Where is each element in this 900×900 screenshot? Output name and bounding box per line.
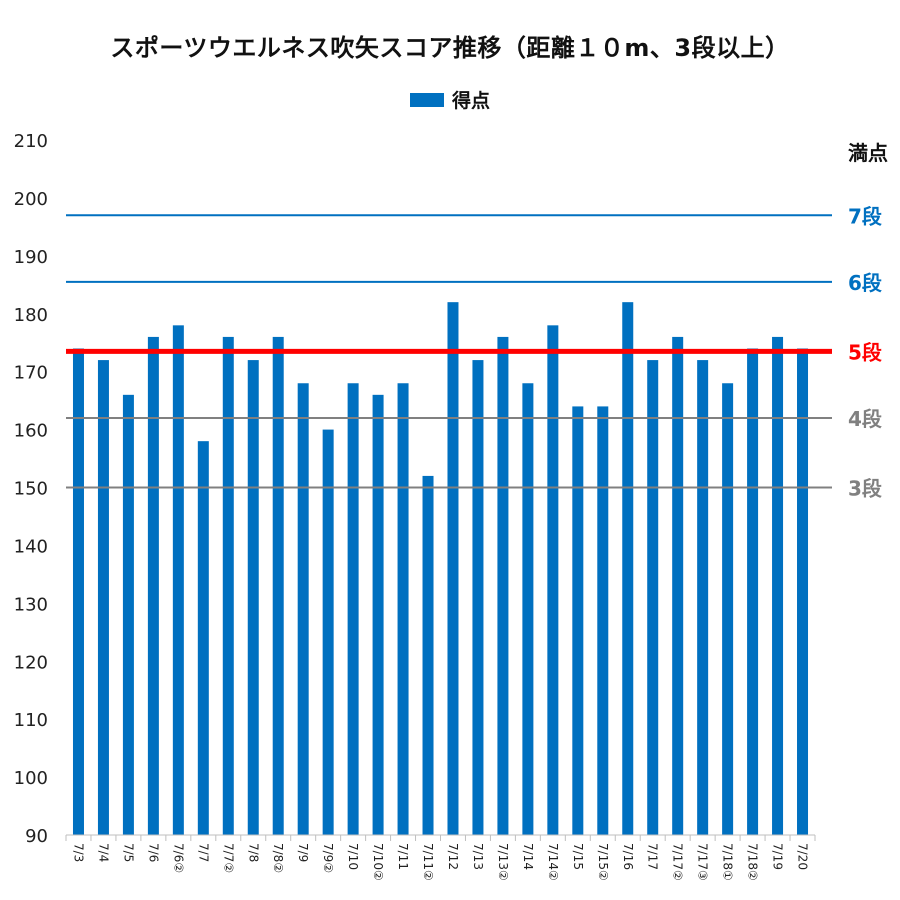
bar (697, 360, 708, 835)
reference-label: 3段 (848, 477, 882, 501)
y-tick-label: 150 (14, 479, 48, 500)
x-tick-label: 7/8② (271, 843, 285, 873)
bar (348, 383, 359, 835)
bar (522, 383, 533, 835)
bar-chart: 90 100 110 120 130 140 150 160 170 180 190 200 210 7/… (0, 0, 900, 900)
bar (497, 337, 508, 835)
y-tick-label: 190 (14, 247, 48, 268)
bar (98, 360, 109, 835)
x-tick-label: 7/18① (721, 843, 735, 881)
x-tick-label: 7/6 (146, 843, 160, 862)
bar (148, 337, 159, 835)
y-tick-label: 160 (14, 421, 48, 442)
bar (173, 325, 184, 835)
x-tick-label: 7/9② (321, 843, 335, 873)
y-tick-label: 200 (14, 189, 48, 210)
bar (547, 325, 558, 835)
bar (647, 360, 658, 835)
x-tick-label: 7/17 (646, 843, 660, 870)
x-tick-label: 7/17③ (696, 843, 710, 881)
x-tick-label: 7/19 (771, 843, 785, 870)
bar (772, 337, 783, 835)
bar (797, 349, 808, 836)
bar (597, 406, 608, 835)
reference-label: 5段 (848, 340, 882, 364)
y-tick-label: 100 (14, 768, 48, 789)
y-tick-label: 140 (14, 536, 48, 557)
y-tick-label: 180 (14, 305, 48, 326)
y-tick-label: 110 (14, 710, 48, 731)
x-tick-label: 7/17② (671, 843, 685, 881)
reference-label: 満点 (848, 141, 888, 165)
bar (198, 441, 209, 835)
bar (398, 383, 409, 835)
x-tick-label: 7/9 (296, 843, 310, 862)
x-tick-label: 7/12 (446, 843, 460, 870)
x-tick-label: 7/18② (746, 843, 760, 881)
x-tick-label: 7/15 (571, 843, 585, 870)
bar (73, 349, 84, 836)
x-tick-label: 7/4 (96, 843, 110, 862)
x-tick-label: 7/7 (196, 843, 210, 862)
bar (722, 383, 733, 835)
bar (447, 302, 458, 835)
y-tick-label: 130 (14, 594, 48, 615)
x-tick-label: 7/7② (221, 843, 235, 873)
bar (747, 349, 758, 836)
bar (373, 395, 384, 835)
bar (248, 360, 259, 835)
bar (472, 360, 483, 835)
bar (123, 395, 134, 835)
reference-label: 7段 (848, 204, 882, 228)
x-tick-label: 7/14 (521, 843, 535, 870)
x-tick-label: 7/8 (246, 843, 260, 862)
x-tick-label: 7/13 (471, 843, 485, 870)
y-tick-label: 120 (14, 652, 48, 673)
x-tick-label: 7/11② (421, 843, 435, 881)
x-tick-label: 7/10 (346, 843, 360, 870)
x-tick-label: 7/13② (496, 843, 510, 881)
bar (672, 337, 683, 835)
bar (323, 430, 334, 835)
x-tick-label: 7/5 (121, 843, 135, 862)
reference-label: 6段 (848, 271, 882, 295)
x-tick-label: 7/3 (71, 843, 85, 862)
x-tick-label: 7/15② (596, 843, 610, 881)
bar (572, 406, 583, 835)
x-tick-label: 7/16 (621, 843, 635, 870)
bar (223, 337, 234, 835)
bar (273, 337, 284, 835)
y-tick-label: 170 (14, 363, 48, 384)
bar (423, 476, 434, 835)
x-tick-label: 7/11 (396, 843, 410, 870)
bar (622, 302, 633, 835)
x-tick-label: 7/10② (371, 843, 385, 881)
x-tick-label: 7/20 (796, 843, 810, 870)
reference-label: 4段 (848, 407, 882, 431)
bar (298, 383, 309, 835)
x-tick-label: 7/14② (546, 843, 560, 881)
x-tick-label: 7/6② (171, 843, 185, 873)
y-tick-label: 90 (25, 826, 48, 847)
y-tick-label: 210 (14, 131, 48, 152)
